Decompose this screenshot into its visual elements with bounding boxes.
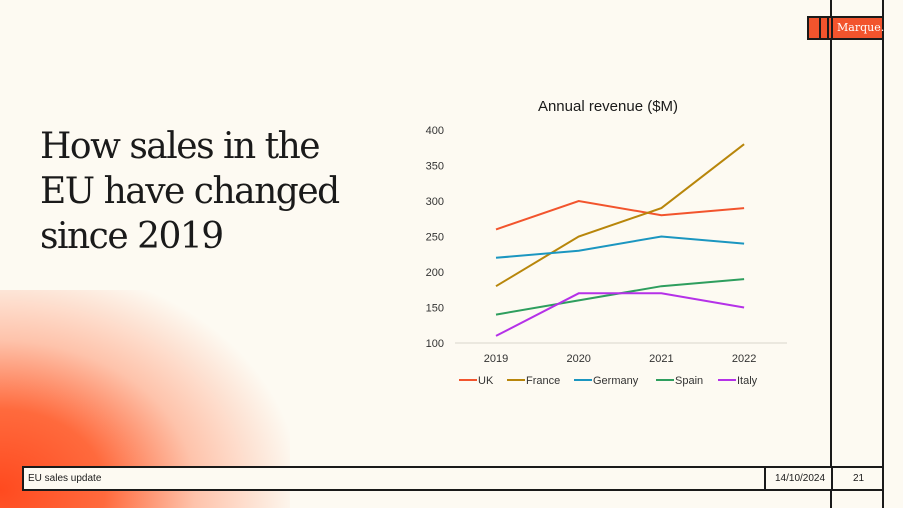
series-line-italy: [495, 292, 745, 337]
chart-title: Annual revenue ($M): [538, 98, 678, 115]
y-tick-label: 200: [426, 267, 444, 279]
legend-label-germany: Germany: [593, 375, 639, 387]
footer-label: EU sales update: [28, 473, 102, 484]
logo: Marque.: [807, 16, 884, 40]
y-tick-label: 300: [426, 196, 444, 208]
y-tick-label: 350: [426, 161, 444, 173]
x-tick-label: 2019: [484, 353, 508, 365]
page-number: 21: [853, 473, 865, 484]
legend-label-france: France: [526, 375, 560, 387]
y-tick-label: 250: [426, 232, 444, 244]
x-tick-label: 2022: [732, 353, 756, 365]
y-tick-label: 400: [426, 125, 444, 137]
divider-line: [830, 0, 832, 508]
series-line-spain: [495, 278, 745, 316]
y-tick-label: 150: [426, 303, 444, 315]
footer-date: 14/10/2024: [775, 473, 826, 484]
series-line-uk: [495, 199, 745, 231]
footer: EU sales update 14/10/2024 21: [22, 466, 884, 491]
series-line-france: [495, 143, 745, 288]
x-tick-label: 2020: [566, 353, 590, 365]
slide-title: How sales in the EU have changed since 2…: [40, 126, 340, 257]
y-tick-label: 100: [426, 338, 444, 350]
logo-text: Marque.: [837, 21, 885, 34]
legend-label-uk: UK: [478, 375, 494, 387]
divider-line: [882, 0, 884, 508]
legend-label-italy: Italy: [737, 375, 758, 387]
legend-label-spain: Spain: [675, 375, 703, 387]
x-tick-label: 2021: [649, 353, 673, 365]
series-line-germany: [495, 235, 745, 259]
